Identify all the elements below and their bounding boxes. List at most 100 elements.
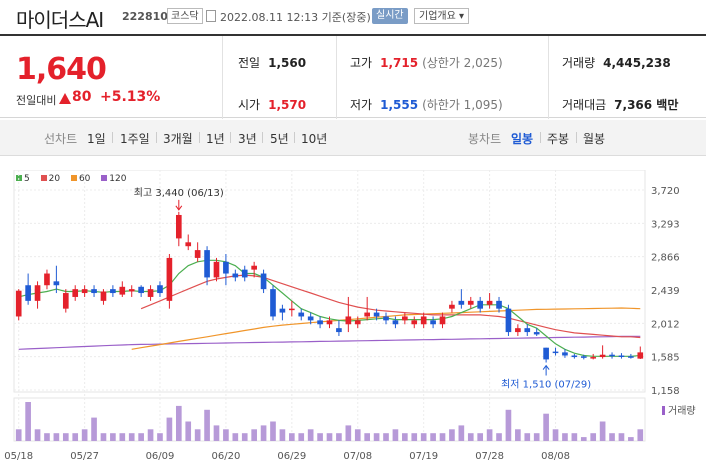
candle-body [270,289,276,317]
candle-body [34,285,41,301]
volume-bar [270,421,276,441]
volume-bar [289,433,295,441]
chart-tabs: 선차트 1일 1주일 3개월 1년 3년 5년 10년 봉차트 일봉 주봉 월봉 [0,120,706,156]
candle-body [119,286,126,295]
legend-item-ma120: 120 [101,174,126,184]
y-tick-label: 1,158 [651,386,680,397]
high-arrow-head [175,205,183,211]
volume-bar [147,429,154,441]
candle-body [213,261,220,278]
candle-body [458,300,465,305]
volume-bar [392,429,399,441]
tab-1y[interactable]: 1년 [206,132,225,146]
candle-body [307,316,314,321]
y-tick-label: 2,866 [651,253,680,264]
volume-bar [599,421,606,441]
volume-bar [354,429,361,441]
candle-body [505,308,512,333]
candle-body [62,293,69,309]
tab-separator [156,132,157,143]
candle-body [383,316,389,321]
candle-body [354,320,361,325]
candle-body [44,273,50,286]
volume-bar [251,429,257,441]
volume-bar [232,433,239,441]
volume-bar [166,417,173,441]
candle-body [241,269,248,278]
candle-body [590,357,597,359]
tab-candle-chart[interactable]: 봉차트 [468,132,502,146]
volume-bar [241,433,248,441]
tab-monthly[interactable]: 월봉 [583,132,606,146]
low-annotation: 최저 1,510 (07/29) [501,379,591,391]
amount-cell: 거래대금 7,366 백만 [562,98,679,112]
volume-bar [552,429,559,441]
candle-body [364,312,370,317]
candle-body [449,304,455,309]
candle-body [232,273,239,278]
candle-body [157,285,163,294]
tab-separator [199,132,200,143]
high-cell: 고가 1,715 (상한가 2,025) [350,56,503,70]
change-percent: +5.13% [100,89,161,105]
candle-body [15,290,22,317]
candle-body [496,300,502,309]
current-price: 1,640 [16,52,107,87]
volume-bar [279,429,286,441]
x-tick-label: 06/09 [146,451,175,462]
realtime-button[interactable]: 실시간 [372,8,408,24]
volume-bar [72,433,79,441]
stock-name: 마이더스AI [16,8,104,32]
tab-1d[interactable]: 1일 [87,132,106,146]
divider [548,36,549,119]
candle-body [91,289,97,294]
volume-bar [637,429,644,441]
candle-body [204,250,210,278]
volume-bar [477,433,484,441]
tab-10y[interactable]: 10년 [301,132,328,146]
y-tick-label: 3,293 [651,219,680,230]
volume-bar [317,433,323,441]
open-cell: 시가 1,570 [238,98,307,112]
y-tick-label: 2,012 [651,319,680,330]
volume-bar [44,433,50,441]
volume-bar [15,429,22,441]
high-value: 1,715 [380,56,419,70]
y-tick-label: 1,585 [651,353,680,364]
volume-bar [119,433,126,441]
candle-body [128,289,135,292]
volume-bar [175,405,182,441]
candle-body [279,308,286,313]
x-tick-label: 07/08 [343,451,372,462]
candle-body [53,281,60,286]
candle-body [618,355,625,357]
tab-1w[interactable]: 1주일 [120,132,150,146]
tab-weekly[interactable]: 주봉 [547,132,570,146]
candle-body [223,261,229,274]
candle-body [580,356,587,358]
candle-body [402,316,408,321]
volume-bar [449,429,455,441]
volume-bar [420,433,427,441]
tab-daily[interactable]: 일봉 [511,132,534,146]
tab-3y[interactable]: 3년 [238,132,257,146]
candle-body [533,332,540,335]
volume-bar [628,437,634,441]
volume-bar [486,429,493,441]
tab-3m[interactable]: 3개월 [163,132,193,146]
tab-line-chart[interactable]: 선차트 [44,132,78,146]
candle-body [420,316,427,325]
candle-body [317,320,323,325]
volume-bar [505,409,512,441]
x-tick-label: 06/20 [211,451,240,462]
tab-5y[interactable]: 5년 [270,132,289,146]
moving-average-120 [18,335,641,350]
volume-bar [138,433,144,441]
candle-body [251,265,257,270]
volume-bar [25,402,31,441]
volume-bar [100,433,107,441]
candlestick-chart[interactable]: 3,720 3,293 2,866 2,439 2,012 1,585 1,158 05/18… [0,170,706,465]
volume-bar [204,409,210,441]
volume-bar [345,425,352,441]
company-info-dropdown[interactable]: 기업개요 ▾ [414,8,469,24]
